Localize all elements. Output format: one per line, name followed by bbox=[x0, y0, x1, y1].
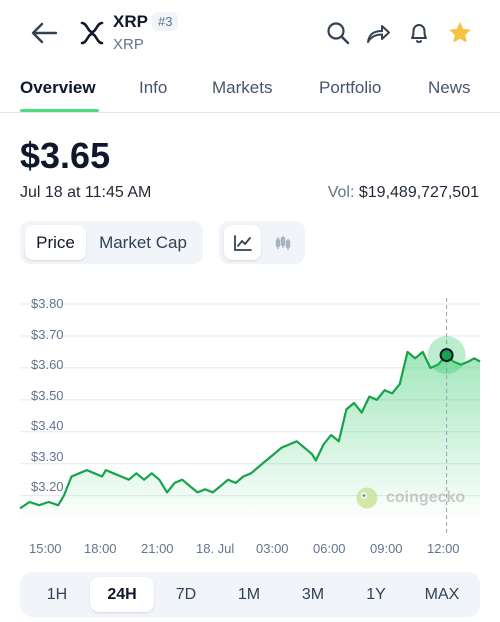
coin-logo bbox=[78, 20, 108, 50]
bell-icon bbox=[411, 24, 427, 43]
x-tick-label: 09:00 bbox=[370, 541, 403, 556]
tab-info[interactable]: Info bbox=[139, 78, 168, 97]
range-max[interactable]: MAX bbox=[424, 586, 460, 603]
tab-active-underline bbox=[20, 109, 99, 112]
x-tick-label: 06:00 bbox=[313, 541, 346, 556]
y-tick-label: $3.20 bbox=[31, 479, 64, 494]
coingecko-logo-icon bbox=[356, 487, 378, 509]
tab-portfolio[interactable]: Portfolio bbox=[319, 78, 382, 97]
price-chart[interactable] bbox=[0, 270, 500, 560]
y-tick-label: $3.80 bbox=[31, 296, 64, 311]
y-tick-label: $3.60 bbox=[31, 357, 64, 372]
volume-value: $19,489,727,501 bbox=[358, 184, 479, 201]
y-tick-label: $3.40 bbox=[31, 418, 64, 433]
highlight-point[interactable] bbox=[439, 348, 454, 363]
coingecko-watermark: coingecko bbox=[355, 486, 465, 510]
price-timestamp: Jul 18 at 11:45 AM bbox=[20, 184, 152, 201]
share-button[interactable] bbox=[364, 19, 392, 47]
current-price: $3.65 bbox=[20, 135, 111, 176]
xrp-logo-icon bbox=[80, 21, 104, 45]
watermark-text: coingecko bbox=[386, 489, 466, 506]
share-icon bbox=[367, 25, 390, 43]
chart-style-toggle bbox=[219, 221, 305, 264]
search-button[interactable] bbox=[324, 19, 352, 47]
market-cap-toggle-option[interactable]: Market Cap bbox=[99, 233, 187, 252]
x-tick-label: 18:00 bbox=[84, 541, 117, 556]
tab-overview[interactable]: Overview bbox=[20, 78, 96, 97]
range-1h[interactable]: 1H bbox=[46, 586, 68, 603]
line-chart-icon bbox=[233, 234, 252, 251]
line-chart-option[interactable] bbox=[224, 225, 261, 260]
tabs-divider bbox=[0, 112, 500, 113]
back-button[interactable] bbox=[28, 18, 60, 48]
x-tick-label: 21:00 bbox=[141, 541, 174, 556]
range-1y[interactable]: 1Y bbox=[366, 586, 386, 603]
range-7d[interactable]: 7D bbox=[175, 586, 197, 603]
x-tick-label: 15:00 bbox=[29, 541, 62, 556]
x-tick-label: 18. Jul bbox=[196, 541, 235, 556]
volume-label: Vol: bbox=[327, 184, 355, 201]
coin-rank-badge: #3 bbox=[152, 12, 179, 31]
coin-name: XRP bbox=[113, 36, 144, 53]
x-tick-label: 03:00 bbox=[256, 541, 289, 556]
range-1m[interactable]: 1M bbox=[237, 586, 261, 603]
price-toggle-option[interactable]: Price bbox=[25, 225, 86, 260]
price-area-fill bbox=[20, 351, 480, 522]
candlestick-icon bbox=[275, 235, 290, 250]
range-24h[interactable]: 24H bbox=[90, 577, 154, 612]
coin-symbol: XRP bbox=[113, 12, 148, 31]
y-tick-label: $3.50 bbox=[31, 388, 64, 403]
x-tick-label: 12:00 bbox=[427, 541, 460, 556]
candlestick-option[interactable] bbox=[264, 225, 301, 260]
tab-news[interactable]: News bbox=[428, 78, 471, 97]
range-3m[interactable]: 3M bbox=[301, 586, 325, 603]
y-tick-label: $3.70 bbox=[31, 327, 64, 342]
volume: Vol: $19,489,727,501 bbox=[328, 184, 479, 202]
alert-button[interactable] bbox=[405, 19, 433, 47]
favorite-button[interactable] bbox=[446, 19, 474, 47]
tab-markets[interactable]: Markets bbox=[212, 78, 273, 97]
time-range-selector: 1H 24H 7D 1M 3M 1Y MAX bbox=[20, 572, 480, 617]
star-icon bbox=[449, 22, 471, 42]
metric-toggle: Price Market Cap bbox=[20, 221, 203, 264]
back-arrow-icon bbox=[31, 22, 58, 44]
y-tick-label: $3.30 bbox=[31, 449, 64, 464]
search-icon bbox=[327, 22, 350, 45]
price-line bbox=[19, 350, 481, 510]
